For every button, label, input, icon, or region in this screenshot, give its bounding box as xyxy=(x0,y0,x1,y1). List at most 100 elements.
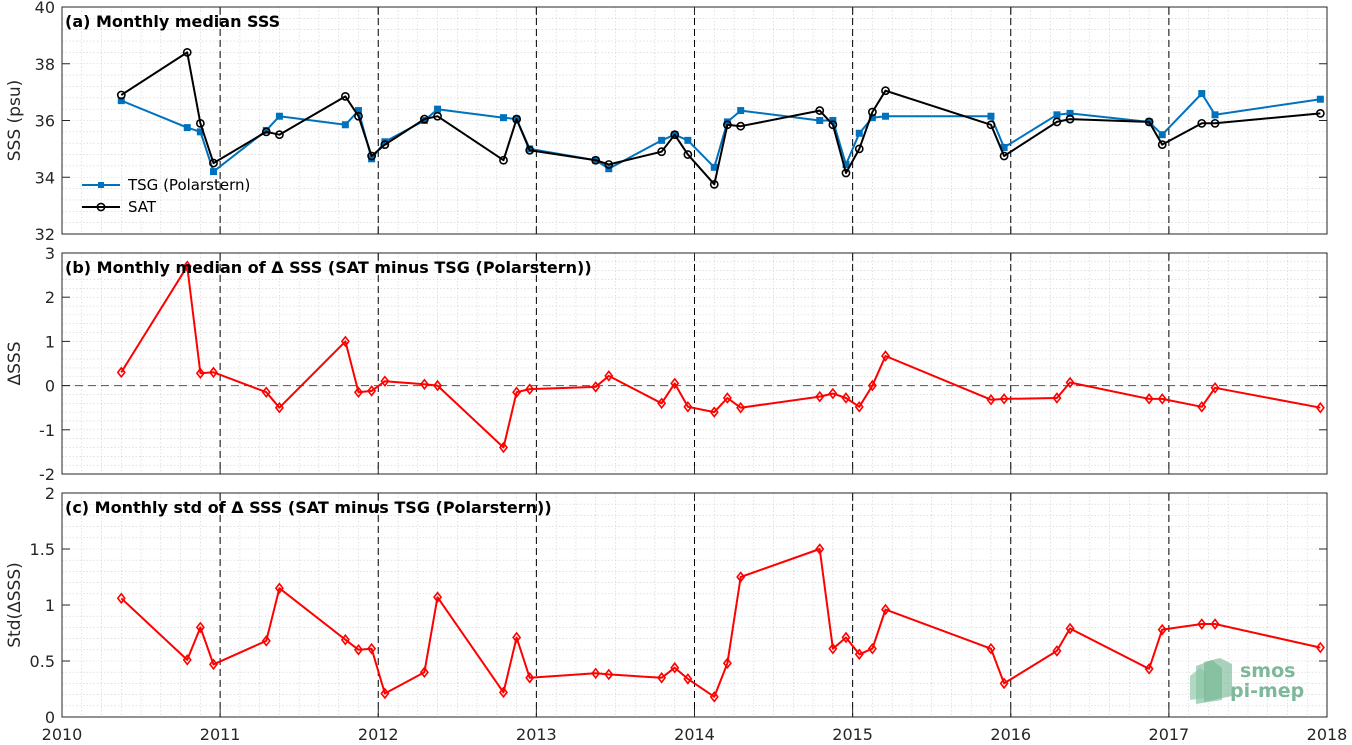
data-point xyxy=(1053,111,1061,119)
data-point xyxy=(854,144,864,154)
data-point xyxy=(815,106,825,115)
x-tick-label: 2014 xyxy=(674,725,715,744)
data-point xyxy=(854,648,864,661)
data-point xyxy=(591,667,601,680)
data-point xyxy=(195,118,205,128)
data-point xyxy=(828,642,838,655)
x-tick-label: 2015 xyxy=(832,725,873,744)
data-point xyxy=(182,260,192,273)
data-point xyxy=(209,158,218,168)
y-tick-label: 1.5 xyxy=(30,540,55,559)
data-point xyxy=(1315,109,1325,118)
data-point xyxy=(274,401,284,414)
data-point xyxy=(881,350,891,362)
y-tick-label: 38 xyxy=(35,55,55,74)
y-axis-label: Std(ΔSSS) xyxy=(5,562,25,648)
legend-marker xyxy=(96,202,106,212)
series-delta xyxy=(116,543,1325,703)
data-point xyxy=(709,691,719,703)
logo-line1: smos xyxy=(1240,660,1295,682)
data-point xyxy=(882,112,890,120)
data-point xyxy=(854,401,864,413)
x-tick-label: 2013 xyxy=(516,725,557,744)
y-tick-label: 0 xyxy=(45,708,55,727)
data-point xyxy=(1210,382,1220,394)
data-point xyxy=(736,401,746,414)
panel-title: (a) Monthly median SSS xyxy=(65,12,280,31)
data-point xyxy=(182,654,192,666)
data-point xyxy=(525,383,535,395)
data-point xyxy=(195,621,205,634)
data-point xyxy=(434,105,442,113)
data-point xyxy=(261,386,271,399)
data-point xyxy=(604,668,614,681)
y-tick-label: 2 xyxy=(45,484,55,503)
data-point xyxy=(1065,114,1075,124)
data-point xyxy=(512,386,522,399)
data-point xyxy=(1157,623,1167,636)
y-tick-label: 0 xyxy=(45,377,55,396)
data-point xyxy=(722,120,732,130)
panel-a-monthly-median-sss: 32 34 36 38 40 SSS (psu) (a) Monthly median SS… xyxy=(5,0,1328,244)
data-point xyxy=(525,671,535,684)
data-point xyxy=(353,643,363,656)
data-point xyxy=(1211,111,1219,119)
data-point xyxy=(1210,618,1220,630)
series-delta xyxy=(116,260,1325,454)
data-point xyxy=(999,677,1009,690)
data-point xyxy=(433,591,443,603)
data-point xyxy=(380,140,390,150)
legend-entry: TSG (Polarstern) xyxy=(127,176,250,194)
data-point xyxy=(657,397,667,410)
y-axis-label: ΔSSS xyxy=(5,341,25,385)
data-point xyxy=(340,335,350,348)
y-tick-label: 34 xyxy=(35,168,55,187)
data-point xyxy=(1198,90,1206,98)
panel-title: (b) Monthly median of Δ SSS (SAT minus T… xyxy=(65,258,592,277)
legend-marker xyxy=(98,182,104,188)
y-tick-label: 40 xyxy=(35,0,55,17)
data-point xyxy=(1197,118,1207,128)
x-tick-label: 2017 xyxy=(1149,725,1190,744)
data-point xyxy=(380,375,390,387)
data-point xyxy=(433,111,442,121)
series-line xyxy=(120,265,1321,449)
data-point xyxy=(116,592,126,605)
data-point xyxy=(1157,140,1167,150)
data-point xyxy=(591,155,601,165)
series-line xyxy=(120,92,1321,173)
data-point xyxy=(591,381,601,393)
data-point xyxy=(274,582,284,595)
data-point xyxy=(881,86,890,96)
data-point xyxy=(1158,131,1166,139)
data-point xyxy=(380,687,390,700)
data-point xyxy=(512,631,522,644)
data-point xyxy=(340,91,350,101)
data-point xyxy=(275,112,283,120)
data-point xyxy=(419,666,429,679)
logo-line2: pi-mep xyxy=(1230,680,1304,702)
data-point xyxy=(684,136,692,144)
data-point xyxy=(1315,641,1325,654)
data-point xyxy=(828,387,838,400)
data-point xyxy=(498,441,508,454)
x-tick-label: 2018 xyxy=(1307,725,1348,744)
y-tick-label: 2 xyxy=(45,288,55,307)
data-point xyxy=(195,367,205,380)
data-point xyxy=(658,136,666,144)
data-point xyxy=(367,151,377,161)
data-point xyxy=(737,107,745,115)
data-point xyxy=(841,631,851,644)
data-point xyxy=(986,642,996,655)
y-tick-label: 1 xyxy=(45,596,55,615)
data-point xyxy=(367,385,377,397)
x-tick-label: 2011 xyxy=(200,725,241,744)
x-tick-label: 2016 xyxy=(990,725,1031,744)
data-point xyxy=(499,155,508,165)
data-point xyxy=(182,48,192,57)
data-point xyxy=(116,366,126,379)
data-point xyxy=(1197,401,1207,413)
data-point xyxy=(261,635,271,647)
data-point xyxy=(736,121,746,131)
minor-grid xyxy=(61,492,1328,718)
